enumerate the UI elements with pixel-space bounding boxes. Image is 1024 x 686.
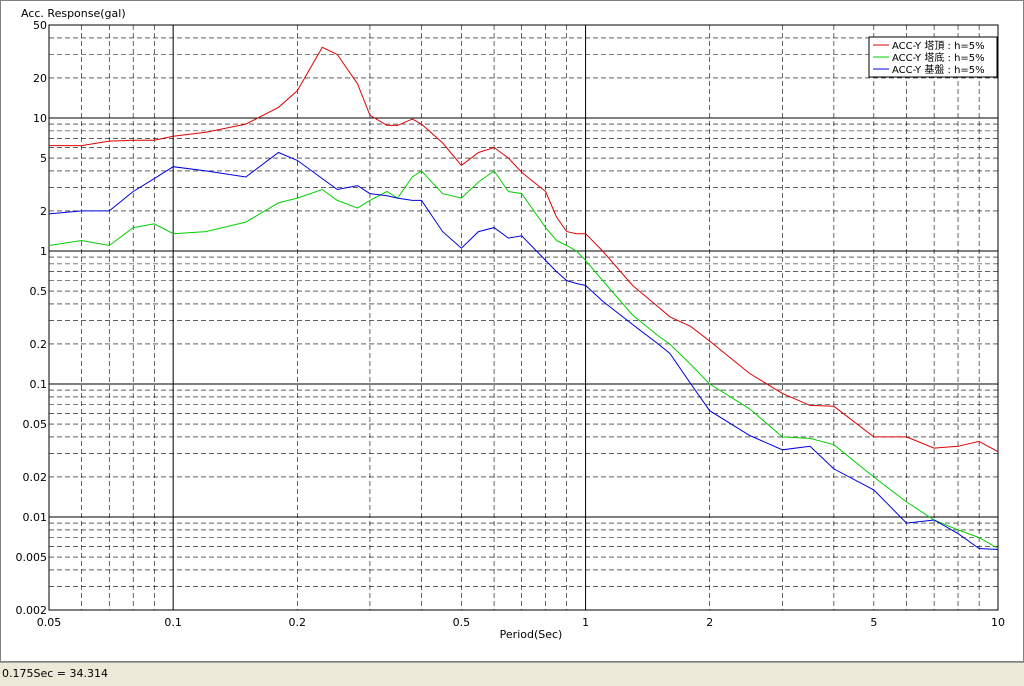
y-tick-label: 0.2 <box>30 338 48 351</box>
y-tick-label: 1 <box>40 245 47 258</box>
series-line <box>49 46 999 453</box>
y-axis-label: Acc. Response(gal) <box>21 7 126 20</box>
x-tick-label: 0.1 <box>164 616 182 629</box>
legend-label: ACC-Y 塔底 : h=5% <box>892 51 985 64</box>
x-axis-label: Period(Sec) <box>500 628 563 641</box>
y-tick-label: 0.1 <box>30 378 48 391</box>
y-tick-label: 0.002 <box>16 604 48 617</box>
legend-label: ACC-Y 塔頂 : h=5% <box>892 39 985 52</box>
chart-window: Acc. Response(gal) Period(Sec) 0.05 0.1 0.… <box>0 0 1024 662</box>
status-bar: 0.175Sec = 34.314 <box>0 662 1024 686</box>
legend-label: ACC-Y 基盤 : h=5% <box>892 63 985 76</box>
y-tick-label: 0.05 <box>23 418 48 431</box>
y-tick-label: 50 <box>33 19 47 32</box>
y-tick-label: 0.02 <box>23 471 48 484</box>
x-tick-label: 10 <box>991 616 1005 629</box>
y-tick-label: 0.5 <box>30 285 48 298</box>
x-tick-label: 2 <box>706 616 713 629</box>
x-tick-label: 5 <box>870 616 877 629</box>
x-tick-label: 0.2 <box>289 616 307 629</box>
y-tick-label: 2 <box>40 205 47 218</box>
x-tick-label: 0.5 <box>453 616 471 629</box>
x-tick-label: 1 <box>582 616 589 629</box>
series-line <box>48 170 999 549</box>
y-tick-label: 0.005 <box>16 551 48 564</box>
y-tick-label: 10 <box>33 112 47 125</box>
chart: Acc. Response(gal) Period(Sec) 0.05 0.1 0.… <box>16 7 1006 641</box>
y-tick-label: 0.01 <box>23 511 48 524</box>
legend-box <box>868 36 998 78</box>
y-tick-label: 20 <box>33 72 47 85</box>
x-tick-label: 0.05 <box>37 616 62 629</box>
plot-area <box>48 24 999 611</box>
series-line <box>48 151 999 550</box>
y-tick-label: 5 <box>40 152 47 165</box>
